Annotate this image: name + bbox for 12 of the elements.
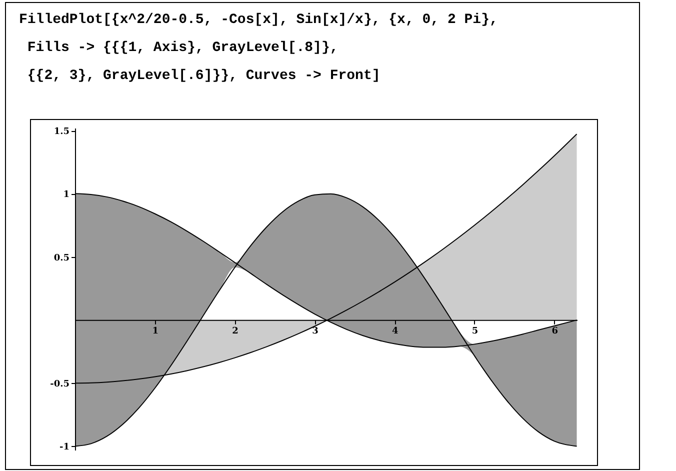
- x-tick-label: 3: [312, 326, 318, 336]
- x-tick-label: 4: [392, 326, 398, 336]
- x-tick-label: 1: [152, 326, 159, 336]
- x-tick-label: 2: [232, 326, 238, 336]
- y-tick-label: -0.5: [50, 380, 70, 390]
- x-tick-label: 6: [552, 326, 558, 336]
- x-tick-label: 5: [472, 326, 478, 336]
- chart-title: FilledPlot[{x^2/20-0.5, -Cos[x], Sin[x]/x}, {x, 0, 2 Pi}, Fills -> {{{1, Axis}, GrayLevel[.8]}, {{2, 3}, GrayLevel[.6]}}, Curves -> Front]: [19, 11, 498, 86]
- y-tick-label: 1: [63, 190, 70, 200]
- y-tick-label: 1.5: [54, 127, 70, 138]
- y-tick-label: -1: [60, 442, 70, 453]
- y-tick-label: 0.5: [54, 253, 70, 264]
